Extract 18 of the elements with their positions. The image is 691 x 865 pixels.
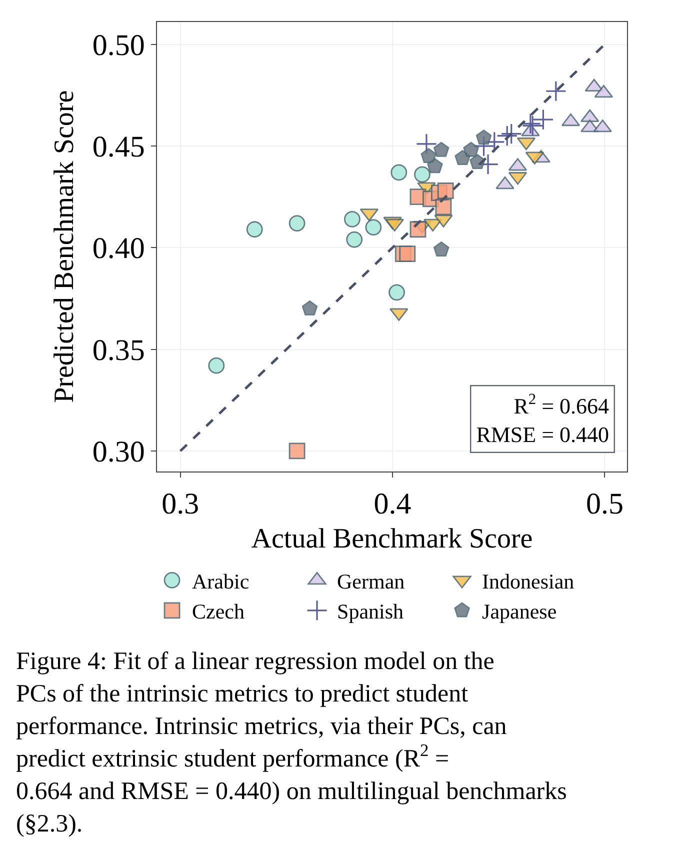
y-axis-title: Predicted Benchmark Score — [49, 90, 80, 403]
y-tick-label: 0.40 — [92, 232, 145, 266]
y-tick-label: 0.30 — [92, 435, 145, 468]
legend-label: Indonesian — [482, 569, 575, 594]
legend-label: German — [337, 569, 406, 594]
x-tick-label: 0.5 — [586, 487, 624, 520]
y-tick-label: 0.50 — [92, 28, 145, 62]
legend-label: Spanish — [337, 600, 404, 624]
annotation: R$^{2}$ = 0.664 RMSE = 0.440 — [476, 391, 610, 448]
legend-label: Czech — [192, 600, 245, 624]
x-axis-title: Actual Benchmark Score — [251, 524, 533, 554]
x-tick-label: 0.4 — [374, 487, 412, 520]
legend-label: Japanese — [482, 600, 557, 624]
caption: Figure 4: Fit of a linear regression model on the PCs of the intrinsic metrics to predict student performance. Intrinsic metrics, via their PCs, can predict extrinsic student performance (R$^{2}$ = 0.664 and RMSE = 0.440) on multilingual benchmarks (§2.3). — [16, 648, 567, 838]
y-tick-label: 0.35 — [92, 334, 145, 367]
legend-label: Arabic — [192, 569, 250, 594]
x-tick-label: 0.3 — [162, 487, 200, 520]
y-tick-label: 0.45 — [92, 130, 145, 164]
